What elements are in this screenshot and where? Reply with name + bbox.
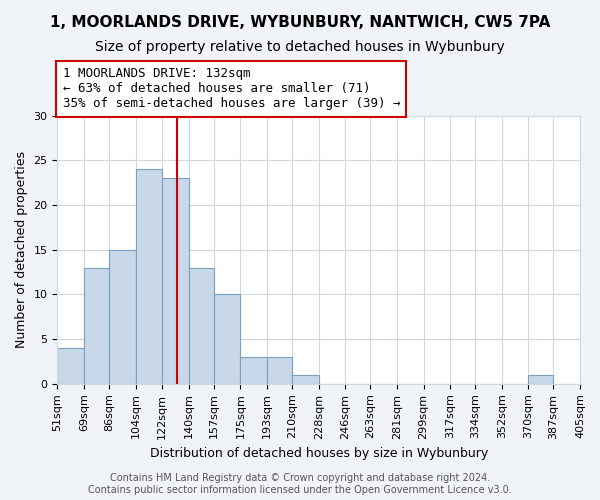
Y-axis label: Number of detached properties: Number of detached properties bbox=[15, 152, 28, 348]
Bar bbox=[58, 348, 84, 384]
Bar bbox=[162, 178, 189, 384]
Text: 1, MOORLANDS DRIVE, WYBUNBURY, NANTWICH, CW5 7PA: 1, MOORLANDS DRIVE, WYBUNBURY, NANTWICH,… bbox=[50, 15, 550, 30]
Bar bbox=[189, 268, 214, 384]
Bar bbox=[267, 357, 292, 384]
Bar bbox=[292, 375, 319, 384]
Bar bbox=[109, 250, 136, 384]
Text: Size of property relative to detached houses in Wybunbury: Size of property relative to detached ho… bbox=[95, 40, 505, 54]
Bar bbox=[214, 294, 241, 384]
Bar bbox=[136, 170, 162, 384]
Bar bbox=[84, 268, 109, 384]
Bar bbox=[529, 375, 553, 384]
Bar bbox=[241, 357, 267, 384]
Text: Contains HM Land Registry data © Crown copyright and database right 2024.
Contai: Contains HM Land Registry data © Crown c… bbox=[88, 474, 512, 495]
Text: 1 MOORLANDS DRIVE: 132sqm
← 63% of detached houses are smaller (71)
35% of semi-: 1 MOORLANDS DRIVE: 132sqm ← 63% of detac… bbox=[62, 68, 400, 110]
X-axis label: Distribution of detached houses by size in Wybunbury: Distribution of detached houses by size … bbox=[149, 447, 488, 460]
